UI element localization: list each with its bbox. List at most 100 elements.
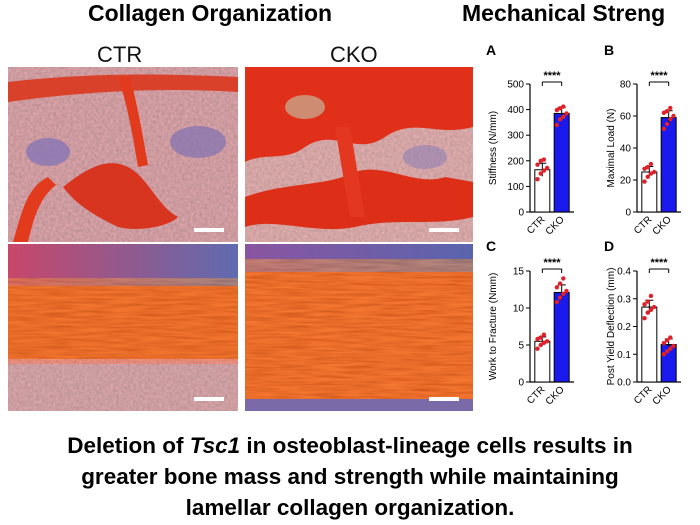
cko-trabecular-micrograph <box>245 67 473 242</box>
data-point <box>554 285 560 290</box>
significance-label: **** <box>543 257 561 269</box>
data-point <box>642 315 647 321</box>
y-axis-label: Maximal Load (N) <box>606 109 617 188</box>
y-tick-label: 60 <box>620 112 632 123</box>
scale-bar <box>429 228 459 232</box>
y-tick-label: 20 <box>620 176 632 187</box>
data-point <box>538 171 543 176</box>
x-tick-label: CKO <box>544 384 567 407</box>
y-axis-label: Stiffness (N/mm) <box>488 111 499 185</box>
data-point <box>535 177 540 182</box>
data-point <box>557 295 563 300</box>
panel-letter: C <box>486 238 496 254</box>
cko-cortical-micrograph <box>245 244 473 411</box>
x-tick-label: CKO <box>651 384 674 407</box>
scale-bar <box>429 397 459 401</box>
x-tick-label: CTR <box>525 384 547 406</box>
data-point <box>554 299 560 305</box>
data-point <box>538 342 543 348</box>
data-point <box>645 299 650 304</box>
data-point <box>561 291 566 297</box>
y-tick-label: 0 <box>518 208 524 219</box>
scale-bar <box>194 228 224 232</box>
x-tick-label: CTR <box>632 384 654 406</box>
y-tick-label: 5 <box>518 341 524 352</box>
y-axis-label: Work to Fracture (Nmm) <box>488 273 499 381</box>
y-tick-label: 0 <box>518 378 524 389</box>
y-tick-label: 400 <box>507 105 524 116</box>
data-point <box>645 165 650 170</box>
y-tick-label: 0 <box>625 208 631 219</box>
panel-letter: A <box>486 42 496 58</box>
caption-line-1: Deletion of Tsc1 in osteoblast-lineage c… <box>0 430 700 461</box>
scale-bar <box>194 397 224 401</box>
data-point <box>557 106 563 111</box>
data-point <box>554 122 560 128</box>
data-point <box>668 335 673 340</box>
y-tick-label: 300 <box>507 131 524 142</box>
data-point <box>535 162 540 167</box>
data-point <box>544 339 550 344</box>
data-point <box>648 307 654 313</box>
data-point <box>661 352 667 357</box>
data-point <box>561 276 566 281</box>
cko-column-label: CKO <box>330 42 378 67</box>
y-tick-label: 10 <box>513 304 525 315</box>
data-point <box>668 105 673 111</box>
collagen-organization-heading: Collagen Organization <box>88 0 333 26</box>
y-tick-label: 80 <box>620 80 632 91</box>
caption-pre: Deletion of <box>67 433 190 458</box>
data-point <box>645 310 650 315</box>
data-point <box>664 109 670 114</box>
x-tick-label: CKO <box>544 214 567 237</box>
data-point <box>561 104 566 109</box>
caption-line-2: greater bone mass and strength while mai… <box>81 464 619 489</box>
significance-label: **** <box>650 257 668 269</box>
y-tick-label: 0.3 <box>617 294 631 305</box>
data-point <box>664 121 670 127</box>
panel-letter: B <box>604 42 614 58</box>
bar-cko <box>553 291 570 383</box>
data-point <box>661 340 667 346</box>
y-axis-label: Post Yield Deflection (mm) <box>606 268 617 386</box>
data-point <box>538 335 543 340</box>
data-point <box>668 346 673 351</box>
y-tick-label: 0.0 <box>617 378 631 389</box>
x-tick-label: CKO <box>651 214 674 237</box>
ctr-cortical-micrograph <box>8 244 238 411</box>
ctr-trabecular-micrograph <box>8 67 238 242</box>
y-tick-label: 15 <box>513 267 525 278</box>
data-point <box>642 179 647 184</box>
y-tick-label: 0.1 <box>617 350 631 361</box>
y-tick-label: 200 <box>507 156 524 167</box>
y-tick-label: 100 <box>507 182 524 193</box>
data-point <box>645 174 650 179</box>
y-tick-label: 0.4 <box>617 267 631 278</box>
data-point <box>671 343 676 349</box>
data-point <box>651 304 657 310</box>
data-point <box>544 165 550 171</box>
y-tick-label: 500 <box>507 80 524 91</box>
data-point <box>564 111 569 116</box>
x-tick-label: CTR <box>632 214 654 236</box>
data-point <box>541 157 547 162</box>
data-point <box>557 117 563 122</box>
data-point <box>648 293 654 299</box>
data-point <box>642 302 647 307</box>
data-point <box>668 117 673 122</box>
data-point <box>651 169 657 175</box>
significance-label: **** <box>650 70 668 82</box>
y-tick-label: 0.2 <box>617 322 631 333</box>
bar-cko <box>660 117 677 213</box>
caption-post: in osteoblast-lineage cells results in <box>240 433 633 458</box>
data-point <box>554 107 560 113</box>
mechanical-strength-heading: Mechanical Streng <box>462 0 666 26</box>
bar-cko <box>553 112 570 213</box>
data-point <box>557 281 563 286</box>
data-point <box>671 113 676 119</box>
